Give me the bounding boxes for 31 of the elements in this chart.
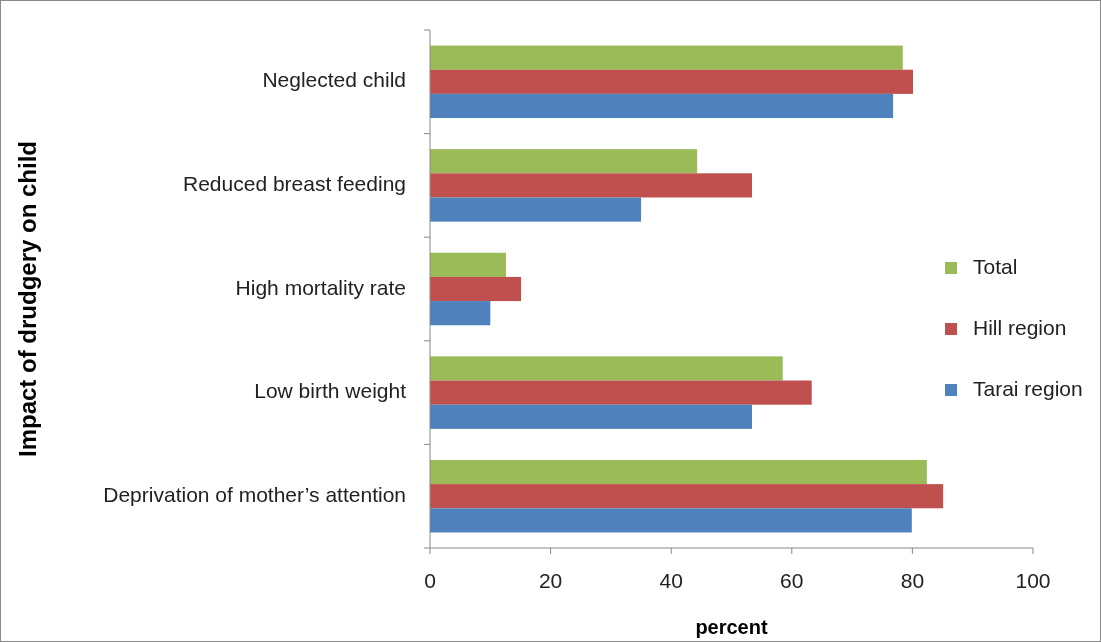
bar (430, 380, 812, 405)
bar (430, 301, 491, 326)
x-tick-label: 60 (780, 569, 804, 592)
legend-label: Tarai region (973, 376, 1083, 400)
bar (430, 252, 506, 277)
x-axis-title: percent (695, 616, 768, 638)
y-tick-label: High mortality rate (235, 275, 406, 299)
bar (430, 356, 783, 381)
bar (430, 508, 912, 533)
x-tick-label: 80 (900, 569, 925, 592)
legend-label: Hill region (973, 315, 1067, 339)
bar (430, 93, 894, 119)
y-tick-label: Neglected child (262, 68, 406, 92)
legend-label: Total (973, 254, 1018, 278)
bar (430, 45, 903, 70)
bar (430, 197, 642, 222)
bar (430, 149, 698, 174)
x-tick-label: 20 (538, 569, 563, 592)
x-tick-label: 0 (424, 569, 436, 592)
y-tick-label: Low birth weight (254, 379, 407, 403)
y-axis-title: Impact of drudgery on child (14, 140, 41, 458)
bar (430, 404, 752, 429)
bar (430, 276, 522, 302)
bar (430, 484, 944, 509)
y-tick-label: Deprivation of mother’s attention (103, 482, 406, 506)
bar (430, 69, 913, 94)
bar (430, 459, 927, 485)
y-tick-label: Reduced breast feeding (183, 171, 406, 195)
bar (430, 173, 752, 198)
x-tick-label: 40 (659, 569, 683, 592)
x-tick-label: 100 (1015, 569, 1051, 592)
